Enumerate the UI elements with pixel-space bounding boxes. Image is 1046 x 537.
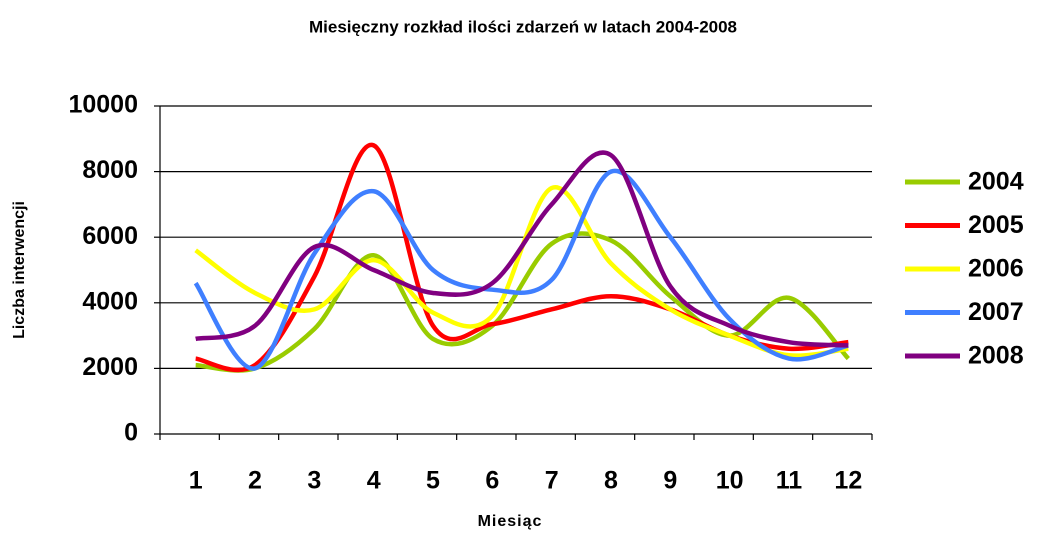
y-tick-label: 8000 <box>82 156 138 184</box>
x-tick-label: 4 <box>367 467 381 495</box>
legend-label: 2007 <box>968 298 1024 326</box>
x-tick-label: 8 <box>604 467 618 495</box>
x-axis-title: Miesiąc <box>478 513 543 530</box>
x-tick-label: 2 <box>248 467 262 495</box>
y-axis-title: Liczba interwencji <box>11 201 28 339</box>
y-tick-label: 0 <box>124 419 138 447</box>
y-tick-label: 2000 <box>82 353 138 381</box>
x-tick-label: 12 <box>834 467 862 495</box>
legend-label: 2005 <box>968 211 1024 239</box>
x-tick-label: 3 <box>307 467 321 495</box>
series-line <box>195 150 849 348</box>
y-tick-label: 4000 <box>82 287 138 315</box>
x-tick-label: 11 <box>776 467 803 495</box>
series-line <box>195 231 851 373</box>
chart-title: Miesięczny rozkład ilości zdarzeń w lata… <box>309 17 737 36</box>
legend-label: 2004 <box>968 168 1024 196</box>
x-tick-label: 1 <box>189 467 203 495</box>
y-tick-label: 6000 <box>82 222 138 250</box>
legend-label: 2008 <box>968 342 1024 370</box>
x-tick-label: 9 <box>663 467 677 495</box>
x-tick-label: 5 <box>426 467 440 495</box>
x-tick-label: 7 <box>545 467 559 495</box>
series-line <box>193 168 849 371</box>
y-tick-label: 10000 <box>68 91 138 119</box>
x-tick-label: 6 <box>485 467 499 495</box>
legend-label: 2006 <box>968 255 1024 283</box>
series-line <box>194 185 849 358</box>
x-tick-label: 10 <box>716 467 744 495</box>
